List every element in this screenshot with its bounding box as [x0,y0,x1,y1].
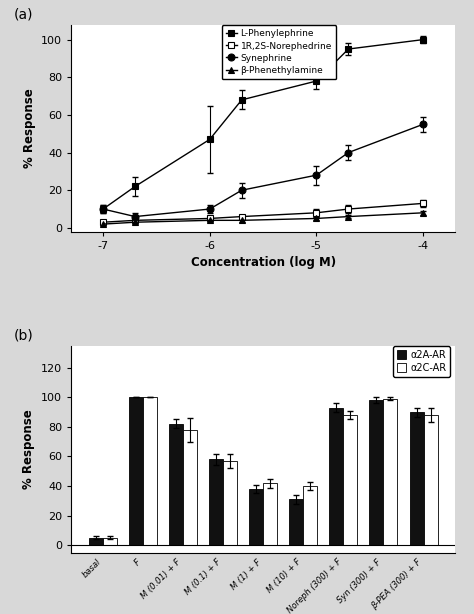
Bar [383,398,398,545]
Bar [143,397,157,545]
Bar [89,538,102,545]
Legend: L-Phenylephrine, 1R,2S-Norephedrine, Synephrine, β-Phenethylamine: L-Phenylephrine, 1R,2S-Norephedrine, Syn… [221,25,337,79]
Bar [102,538,117,545]
Bar [223,461,237,545]
Y-axis label: % Response: % Response [23,88,36,168]
Bar [329,408,343,545]
Text: (a): (a) [14,8,33,22]
Bar [209,459,223,545]
Bar [263,483,277,545]
Bar [424,415,438,545]
Bar [183,430,197,545]
Bar [410,412,424,545]
Bar [369,400,383,545]
Legend: α2A-AR, α2C-AR: α2A-AR, α2C-AR [392,346,450,377]
Bar [303,486,317,545]
Bar [249,489,263,545]
Bar [128,397,143,545]
X-axis label: Concentration (log M): Concentration (log M) [191,256,336,269]
Text: (b): (b) [14,329,33,343]
Y-axis label: % Response: % Response [22,409,36,489]
Bar [169,424,183,545]
Bar [343,415,357,545]
Bar [289,499,303,545]
